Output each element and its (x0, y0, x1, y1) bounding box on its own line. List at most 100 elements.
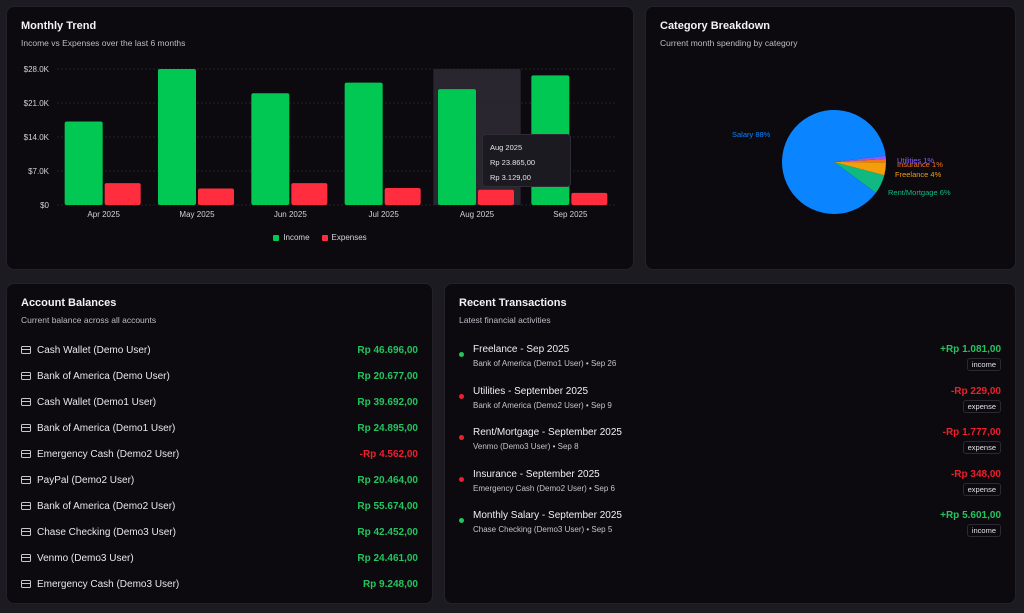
account-name: Emergency Cash (Demo2 User) (37, 448, 180, 460)
pie-slice-label: Insurance 1% (897, 160, 943, 169)
transaction-meta: Bank of America (Demo2 User) • Sep 9 (473, 400, 612, 410)
transaction-row[interactable]: Freelance - Sep 2025 Bank of America (Dem… (459, 342, 1001, 378)
expense-bar[interactable] (478, 189, 514, 205)
transaction-type-badge: expense (962, 399, 1001, 413)
account-balances-title: Account Balances (21, 297, 117, 309)
account-row[interactable]: Bank of America (Demo2 User) Rp 55.674,00 (21, 498, 418, 514)
transaction-row[interactable]: Utilities - September 2025 Bank of Americ… (459, 384, 1001, 420)
x-tick-label: Jun 2025 (274, 210, 307, 219)
account-name: Bank of America (Demo1 User) (37, 422, 176, 434)
pie-slice[interactable] (782, 109, 886, 214)
account-name: Bank of America (Demo2 User) (37, 500, 176, 512)
income-bar[interactable] (344, 82, 383, 205)
transaction-type-badge: expense (962, 441, 1001, 454)
transaction-amount: -Rp 348,00 (950, 468, 1001, 480)
chart-legend: Income Expenses (7, 233, 633, 242)
transaction-row[interactable]: Rent/Mortgage - September 2025 Venmo (Dem… (459, 425, 1001, 461)
expense-bar[interactable] (104, 183, 141, 205)
credit-card-icon (21, 372, 31, 380)
transaction-meta: Bank of America (Demo1 User) • Sep 26 (473, 359, 617, 368)
account-balance: -Rp 4.562,00 (359, 448, 418, 460)
credit-card-icon (21, 528, 31, 536)
transaction-meta: Venmo (Demo3 User) • Sep 8 (473, 442, 579, 451)
pie-slice-label: Freelance 4% (895, 170, 942, 179)
status-dot (459, 352, 464, 357)
y-tick-label: $7.0K (28, 167, 50, 176)
credit-card-icon (21, 398, 31, 406)
account-row[interactable]: PayPal (Demo2 User) Rp 20.464,00 (21, 472, 418, 488)
status-dot (459, 435, 464, 440)
account-row[interactable]: Cash Wallet (Demo User) Rp 46.696,00 (21, 342, 418, 358)
monthly-trend-chart[interactable]: $0 $7.0K $14.0K $21.0K $28.0K Apr 2025 May 202… (7, 7, 635, 232)
income-bar[interactable] (64, 121, 103, 205)
tooltip-income: Rp 23.865,00 (490, 158, 536, 167)
account-balances-subtitle: Current balance across all accounts (21, 315, 157, 325)
expense-bar[interactable] (198, 188, 234, 205)
pie-slice[interactable] (834, 155, 886, 162)
transaction-row[interactable]: Monthly Salary - September 2025 Chase Che… (459, 508, 1001, 544)
recent-transactions-subtitle: Latest financial activities (459, 315, 551, 325)
income-bar[interactable] (158, 69, 196, 205)
account-name: Cash Wallet (Demo1 User) (37, 396, 157, 408)
account-row[interactable]: Venmo (Demo3 User) Rp 24.461,00 (21, 550, 418, 566)
credit-card-icon (21, 554, 31, 562)
expense-bar[interactable] (384, 188, 421, 205)
transaction-title: Monthly Salary - September 2025 (473, 510, 622, 521)
account-row[interactable]: Chase Checking (Demo3 User) Rp 42.452,00 (21, 524, 418, 540)
account-balance: Rp 46.696,00 (357, 344, 418, 356)
account-row[interactable]: Bank of America (Demo User) Rp 20.677,00 (21, 368, 418, 384)
pie-slice[interactable] (834, 162, 885, 193)
pie-slice[interactable] (834, 162, 886, 176)
account-name: Bank of America (Demo User) (37, 370, 170, 382)
status-dot (459, 518, 464, 523)
credit-card-icon (21, 424, 31, 432)
account-name: Cash Wallet (Demo User) (37, 344, 151, 356)
status-dot (459, 393, 464, 399)
legend-income[interactable]: Income (273, 233, 310, 242)
income-bar[interactable] (438, 89, 476, 205)
credit-card-icon (21, 502, 31, 510)
x-tick-label: Sep 2025 (553, 210, 588, 219)
monthly-trend-title: Monthly Trend (21, 20, 97, 32)
category-breakdown-card: Category Breakdown Current month spendin… (645, 6, 1016, 270)
expense-bar[interactable] (291, 183, 328, 205)
x-tick-label: Apr 2025 (87, 210, 120, 219)
monthly-trend-card: Monthly Trend Income vs Expenses over th… (6, 6, 634, 270)
x-tick-label: Jul 2025 (369, 210, 400, 219)
pie-slice-label: Salary 88% (732, 130, 771, 139)
x-tick-label: May 2025 (179, 210, 215, 219)
transaction-title: Utilities - September 2025 (473, 385, 589, 397)
transaction-amount: +Rp 1.081,00 (940, 344, 1001, 355)
credit-card-icon (21, 346, 31, 354)
transaction-title: Insurance - September 2025 (473, 468, 600, 480)
category-pie-chart[interactable]: Salary 88% Rent/Mortgage 6% Freelance 4%In… (646, 7, 1017, 271)
y-tick-label: $21.0K (24, 99, 50, 108)
legend-expenses-swatch (321, 234, 328, 241)
transaction-title: Freelance - Sep 2025 (473, 344, 570, 355)
account-row[interactable]: Bank of America (Demo1 User) Rp 24.895,00 (21, 420, 418, 436)
account-row[interactable]: Cash Wallet (Demo1 User) Rp 39.692,00 (21, 394, 418, 410)
transaction-type-badge: income (966, 358, 1001, 371)
pie-slice[interactable] (834, 159, 886, 163)
account-name: PayPal (Demo2 User) (37, 474, 135, 486)
account-row[interactable]: Emergency Cash (Demo2 User) -Rp 4.562,00 (21, 446, 418, 462)
account-name: Emergency Cash (Demo3 User) (37, 578, 180, 590)
account-balance: Rp 39.692,00 (357, 396, 418, 408)
credit-card-icon (21, 580, 31, 588)
account-row[interactable]: Emergency Cash (Demo3 User) Rp 9.248,00 (21, 576, 418, 592)
income-bar[interactable] (251, 93, 290, 205)
tooltip-expense: Rp 3.129,00 (490, 173, 531, 182)
expense-bar[interactable] (571, 192, 608, 205)
transaction-row[interactable]: Insurance - September 2025 Emergency Cash… (459, 467, 1001, 503)
credit-card-icon (21, 450, 31, 458)
account-balances-card: Account Balances Current balance across … (6, 283, 433, 604)
account-balance: Rp 20.677,00 (357, 370, 418, 382)
y-tick-label: $0 (40, 201, 49, 210)
chart-tooltip: Aug 2025 Rp 23.865,00 Rp 3.129,00 (482, 134, 571, 187)
transaction-type-badge: expense (962, 482, 1001, 496)
legend-expenses[interactable]: Expenses (321, 233, 367, 242)
transaction-amount: +Rp 5.601,00 (940, 510, 1001, 521)
x-tick-label: Aug 2025 (460, 210, 495, 219)
transaction-title: Rent/Mortgage - September 2025 (473, 427, 622, 438)
pie-slice-label: Rent/Mortgage 6% (888, 188, 951, 197)
